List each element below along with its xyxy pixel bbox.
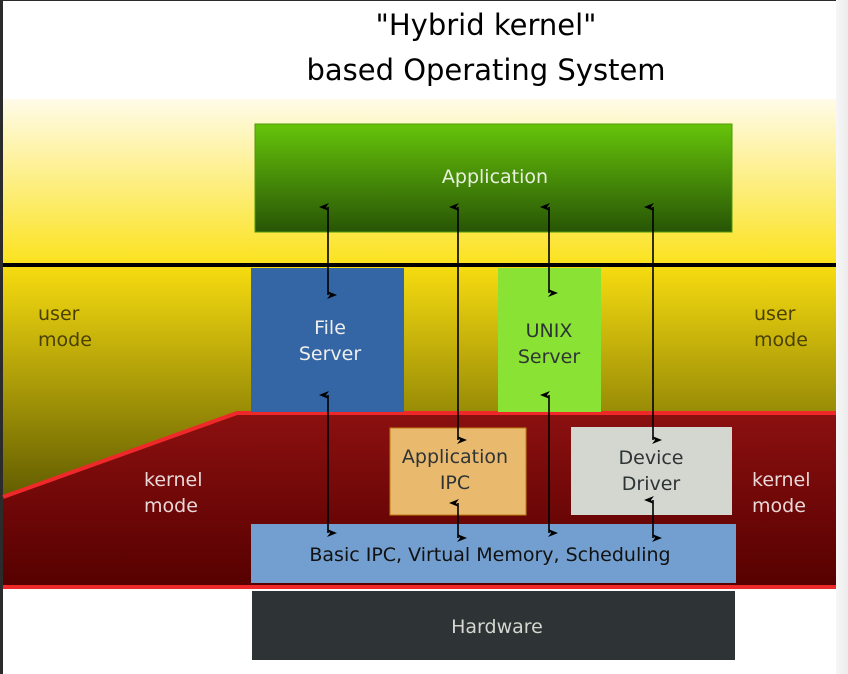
kernel-mode-left-1: kernel bbox=[144, 469, 203, 491]
window-frame-left bbox=[0, 0, 3, 674]
hardware-label: Hardware bbox=[451, 616, 543, 638]
kernel-mode-right-2: mode bbox=[752, 495, 806, 517]
device-driver-box bbox=[571, 427, 732, 515]
title-line-2: based Operating System bbox=[306, 53, 665, 87]
user-mode-right-2: mode bbox=[754, 329, 808, 351]
unix-server-label-1: UNIX bbox=[526, 320, 573, 342]
title-line-1: "Hybrid kernel" bbox=[376, 8, 597, 42]
kernel-mode-left-2: mode bbox=[144, 495, 198, 517]
application-ipc-label-1: Application bbox=[402, 446, 508, 468]
hardware-box bbox=[252, 591, 735, 660]
application-ipc-label-2: IPC bbox=[440, 472, 470, 494]
user-mode-left-1: user bbox=[38, 303, 80, 325]
window-frame-right bbox=[836, 0, 848, 674]
kernel-boundary-line bbox=[2, 411, 836, 499]
unix-server-label-2: Server bbox=[518, 346, 580, 368]
kernel-core-label: Basic IPC, Virtual Memory, Scheduling bbox=[309, 544, 670, 566]
device-driver-label-1: Device bbox=[619, 447, 684, 469]
user-mode-left-2: mode bbox=[38, 329, 92, 351]
file-server-label-2: Server bbox=[299, 343, 361, 365]
application-label: Application bbox=[442, 166, 548, 188]
file-server-label-1: File bbox=[314, 317, 346, 339]
user-mode-right-1: user bbox=[754, 303, 796, 325]
kernel-mode-right-1: kernel bbox=[752, 469, 811, 491]
window-frame-top bbox=[0, 0, 848, 1]
device-driver-label-2: Driver bbox=[622, 473, 681, 495]
